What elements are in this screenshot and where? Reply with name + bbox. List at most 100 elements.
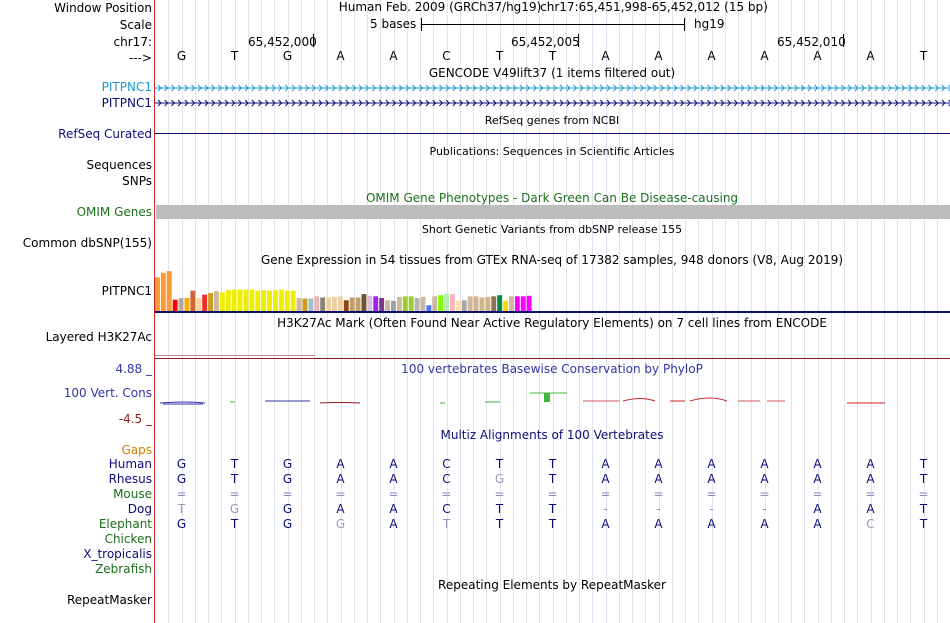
aligned-base: T: [495, 502, 504, 516]
gtex-tissue-bar: [284, 290, 290, 312]
h3k27ac-track-title[interactable]: H3K27Ac Mark (Often Found Near Active Re…: [277, 316, 827, 330]
strand-chevron: [177, 99, 182, 107]
strand-chevron: [740, 84, 745, 92]
refseq-track-title[interactable]: RefSeq genes from NCBI: [484, 114, 620, 127]
refseq-gene-line[interactable]: [155, 133, 950, 134]
aligned-base: G: [176, 517, 187, 531]
strand-chevron: [599, 84, 604, 92]
aligned-base: T: [919, 502, 928, 516]
strand-chevron: [901, 99, 906, 107]
dbsnp-track-label[interactable]: Common dbSNP(155): [22, 236, 152, 250]
species-label[interactable]: X_tropicalis: [83, 547, 152, 561]
refseq-track-label[interactable]: RefSeq Curated: [58, 127, 152, 141]
strand-chevron: [552, 99, 558, 107]
phylop-max-label: 4.88 _: [115, 362, 152, 376]
repeatmasker-track-title[interactable]: Repeating Elements by RepeatMasker: [438, 578, 666, 592]
species-label[interactable]: Elephant: [98, 517, 152, 531]
strand-chevron: [351, 99, 357, 107]
strand-chevron: [224, 99, 229, 107]
position-range[interactable]: chr17:65,451,998-65,452,012 (15 bp): [540, 0, 768, 14]
strand-chevron: [526, 99, 531, 107]
species-label[interactable]: Dog: [127, 502, 152, 516]
strand-chevron: [613, 84, 618, 92]
gtex-tissue-bar: [408, 296, 414, 312]
strand-chevron: [941, 84, 946, 92]
strand-chevron: [298, 84, 303, 92]
omim-track-label[interactable]: OMIM Genes: [76, 205, 152, 219]
strand-chevron: [733, 84, 738, 92]
publications-track-title[interactable]: Publications: Sequences in Scientific Ar…: [429, 145, 675, 158]
gtex-expression-chart[interactable]: [155, 268, 555, 314]
strand-chevron: [921, 84, 926, 92]
omim-track-title[interactable]: OMIM Gene Phenotypes - Dark Green Can Be…: [365, 191, 739, 205]
strand-chevron: [680, 99, 685, 107]
strand-chevron: [834, 84, 839, 92]
gtex-track-label[interactable]: PITPNC1: [101, 284, 152, 298]
phylop-track-label[interactable]: 100 Vert. Cons: [63, 386, 152, 400]
aligned-base: G: [282, 517, 293, 531]
aligned-base: A: [707, 472, 716, 486]
strand-chevron: [385, 99, 390, 107]
gencode-gene-features[interactable]: [155, 83, 950, 109]
window-position-label: Window Position: [54, 1, 152, 15]
gtex-tissue-bar: [184, 298, 190, 312]
strand-chevron: [874, 84, 879, 92]
aligned-base: =: [759, 487, 770, 501]
gtex-tissue-bar: [514, 296, 520, 312]
multiz-gaps-label[interactable]: Gaps: [121, 443, 152, 457]
species-label[interactable]: Human: [108, 457, 152, 471]
strand-chevron: [767, 99, 772, 107]
phylop-min-label: -4.5 _: [118, 412, 152, 426]
aligned-base: =: [176, 487, 187, 501]
species-label[interactable]: Chicken: [104, 532, 152, 546]
strand-chevron: [820, 84, 826, 92]
strand-chevron: [727, 99, 732, 107]
strand-chevron: [412, 99, 417, 107]
reference-base: T: [919, 49, 928, 63]
ruler-tick: [313, 34, 314, 47]
gencode-item-label[interactable]: PITPNC1: [101, 96, 152, 110]
strand-chevron: [338, 99, 343, 107]
strand-chevron: [814, 84, 819, 92]
repeatmasker-track-label[interactable]: RepeatMasker: [66, 593, 152, 607]
phylop-conservation-plot[interactable]: [155, 390, 950, 406]
strand-chevron: [653, 99, 658, 107]
species-label[interactable]: Mouse: [113, 487, 152, 501]
strand-chevron: [579, 99, 584, 107]
omim-gene-bar[interactable]: [156, 205, 950, 219]
strand-chevron: [164, 99, 169, 107]
multiz-track-title[interactable]: Multiz Alignments of 100 Vertebrates: [440, 428, 664, 442]
aligned-base: =: [547, 487, 558, 501]
aligned-base: A: [336, 502, 345, 516]
strand-chevron: [881, 84, 886, 92]
gtex-tissue-bar: [355, 297, 361, 312]
gencode-item-label[interactable]: PITPNC1: [101, 80, 152, 94]
phylop-track-title[interactable]: 100 vertebrates Basewise Conservation by…: [401, 362, 703, 376]
strand-chevron: [171, 99, 176, 107]
gtex-tissue-bar: [491, 296, 497, 312]
strand-chevron: [197, 84, 202, 92]
publications-sequences-label[interactable]: Sequences: [86, 158, 152, 172]
gtex-tissue-bar: [243, 289, 249, 312]
gtex-track-title[interactable]: Gene Expression in 54 tissues from GTEx …: [260, 253, 844, 267]
strand-chevron: [593, 99, 598, 107]
strand-chevron: [887, 84, 893, 92]
strand-chevron: [774, 84, 779, 92]
aligned-base: A: [389, 457, 398, 471]
strand-chevron: [432, 84, 437, 92]
strand-chevron: [693, 99, 698, 107]
species-label[interactable]: Rhesus: [108, 472, 152, 486]
gencode-track-title[interactable]: GENCODE V49lift37 (1 items filtered out): [428, 66, 676, 80]
aligned-base: C: [866, 517, 875, 531]
h3k27ac-track-label[interactable]: Layered H3K27Ac: [45, 330, 152, 344]
species-label[interactable]: Zebrafish: [95, 562, 152, 576]
strand-chevron: [284, 99, 290, 107]
scale-text: 5 bases: [370, 17, 417, 31]
strand-chevron: [311, 84, 316, 92]
gtex-tissue-bar: [237, 289, 243, 312]
strand-chevron: [894, 99, 899, 107]
publications-snps-label[interactable]: SNPs: [122, 174, 152, 188]
dbsnp-track-title[interactable]: Short Genetic Variants from dbSNP releas…: [421, 223, 683, 236]
strand-chevron: [539, 84, 544, 92]
strand-chevron: [928, 99, 933, 107]
